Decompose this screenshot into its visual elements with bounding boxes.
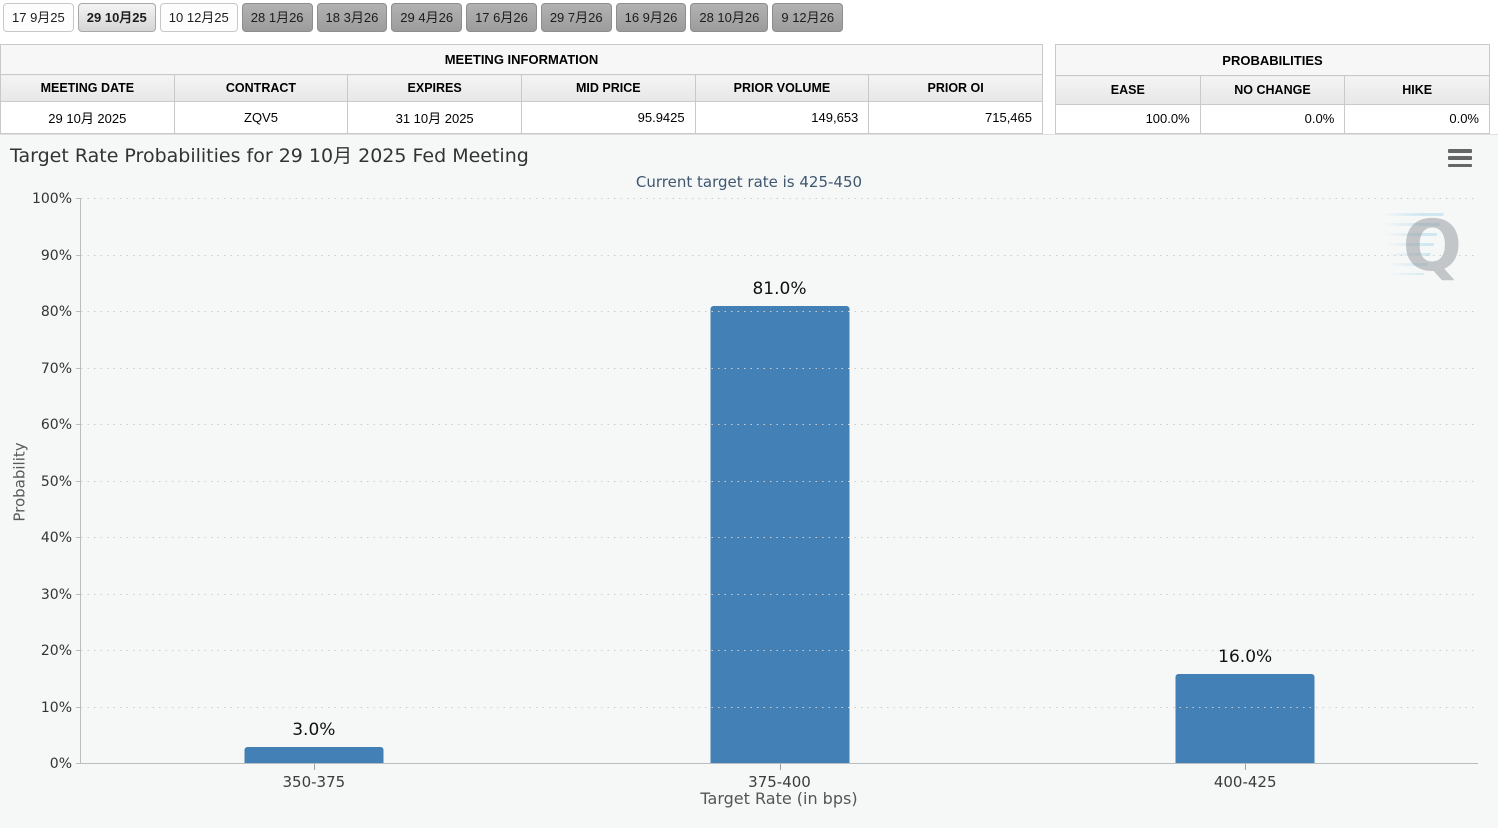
y-axis-tick xyxy=(76,367,81,369)
info-tables: MEETING INFORMATION MEETING DATE CONTRACT E… xyxy=(0,43,1498,135)
x-axis-tick xyxy=(313,764,315,770)
gridline-80% xyxy=(81,311,1478,312)
y-axis-label-30%: 30% xyxy=(40,586,72,603)
meeting-info-value-3: 95.9425 xyxy=(520,101,696,134)
gridline-60% xyxy=(81,424,1478,425)
chart-title: Target Rate Probabilities for 29 10月 202… xyxy=(10,145,529,167)
meeting-info-value-5: 715,465 xyxy=(868,101,1043,134)
x-axis-tick xyxy=(1245,764,1247,770)
gridline-30% xyxy=(81,593,1478,595)
tab-meeting-3[interactable]: 28 1月26 xyxy=(241,3,313,32)
y-axis-label-50%: 50% xyxy=(40,473,72,490)
y-axis-label-80%: 80% xyxy=(40,304,72,320)
tab-meeting-4[interactable]: 18 3月26 xyxy=(316,3,388,32)
gridline-40% xyxy=(81,537,1478,538)
tab-meeting-9[interactable]: 28 10月26 xyxy=(690,3,769,32)
data-label-375-400: 81.0% xyxy=(752,279,807,300)
target-rate-probabilities-chart: Target Rate Probabilities for 29 10月 202… xyxy=(0,134,1498,828)
bar-series: 3.0% 350-375 81.0% 375-400 16.0% 400-425 xyxy=(81,199,1478,791)
gridline-100% xyxy=(81,198,1478,199)
data-label-400-425: 16.0% xyxy=(1218,646,1273,667)
probabilities-header-2: HIKE xyxy=(1344,75,1490,105)
y-axis-tick xyxy=(76,763,81,764)
probabilities-value-0: 100.0% xyxy=(1055,103,1201,135)
hamburger-menu-icon[interactable] xyxy=(1448,148,1472,168)
data-label-350-375: 3.0% xyxy=(292,720,336,741)
meeting-info-value-2: 31 10月 2025 xyxy=(347,101,522,134)
meeting-info-value-0: 29 10月 2025 xyxy=(0,101,175,134)
probabilities-header-0: EASE xyxy=(1055,75,1201,105)
x-axis-label-375-400: 375-400 xyxy=(748,773,811,791)
meeting-info-header-4: PRIOR VOLUME xyxy=(694,74,870,102)
category-400-425: 16.0% 400-425 xyxy=(1012,199,1478,791)
y-axis-tick xyxy=(76,198,81,199)
y-axis-tick xyxy=(76,424,81,425)
tab-meeting-2[interactable]: 10 12月25 xyxy=(159,3,238,32)
bar-400-425[interactable] xyxy=(1175,673,1315,764)
meeting-info-header-3: MID PRICE xyxy=(520,74,696,102)
category-375-400: 81.0% 375-400 xyxy=(547,199,1013,791)
y-axis-tick xyxy=(76,537,81,538)
gridline-20% xyxy=(81,650,1478,651)
meeting-date-tab-bar: 17 9月25 29 10月25 10 12月25 28 1月26 18 3月26 29 … xyxy=(0,0,1498,44)
tab-meeting-7[interactable]: 29 7月26 xyxy=(540,3,612,32)
y-axis-tick xyxy=(76,706,81,708)
x-axis-label-400-425: 400-425 xyxy=(1213,773,1277,791)
y-axis-label-70%: 70% xyxy=(40,360,72,377)
gridline-70% xyxy=(81,367,1478,369)
gridline-50% xyxy=(81,480,1478,482)
tab-meeting-8[interactable]: 16 9月26 xyxy=(615,3,687,32)
meeting-info-value-1: ZQV5 xyxy=(173,101,349,134)
chart-subtitle: Current target rate is 425-450 xyxy=(635,173,863,191)
gridline-0% xyxy=(81,763,1478,764)
y-axis-label-100%: 100% xyxy=(31,191,72,207)
y-axis-tick xyxy=(76,480,81,482)
meeting-info-header-5: PRIOR OI xyxy=(868,74,1043,102)
y-axis-title: Probability xyxy=(11,441,30,522)
tab-meeting-1[interactable]: 29 10月25 xyxy=(77,3,156,32)
y-axis-tick xyxy=(76,650,81,651)
probabilities-table: PROBABILITIES EASE NO CHANGE HIKE 100.0% 0.0%… xyxy=(1055,43,1490,135)
bar-350-375[interactable] xyxy=(244,747,384,764)
meeting-information-table: MEETING INFORMATION MEETING DATE CONTRACT E… xyxy=(0,44,1043,134)
y-axis-tick xyxy=(76,311,81,312)
tab-meeting-5[interactable]: 29 4月26 xyxy=(391,3,463,32)
category-350-375: 3.0% 350-375 xyxy=(81,199,547,791)
tab-meeting-10[interactable]: 9 12月26 xyxy=(772,3,844,32)
probabilities-title: PROBABILITIES xyxy=(1055,43,1490,77)
x-axis-tick xyxy=(779,764,781,770)
y-axis-label-20%: 20% xyxy=(40,643,72,659)
y-axis-tick xyxy=(76,254,81,256)
x-axis-title: Target Rate (in bps) xyxy=(700,789,858,808)
gridline-10% xyxy=(81,706,1478,708)
gridline-90% xyxy=(81,254,1478,256)
probabilities-value-2: 0.0% xyxy=(1344,103,1490,135)
y-axis-label-10%: 10% xyxy=(40,699,72,716)
probabilities-header-1: NO CHANGE xyxy=(1199,75,1346,105)
meeting-info-header-2: EXPIRES xyxy=(347,74,522,102)
bar-375-400[interactable] xyxy=(710,306,849,764)
tab-meeting-0[interactable]: 17 9月25 xyxy=(3,3,74,32)
y-axis-label-90%: 90% xyxy=(40,247,72,264)
meeting-info-value-4: 149,653 xyxy=(694,101,870,134)
y-axis-tick xyxy=(76,593,81,595)
meeting-info-header-0: MEETING DATE xyxy=(0,74,175,102)
y-axis-label-0%: 0% xyxy=(49,756,72,772)
y-axis-label-40%: 40% xyxy=(40,530,72,546)
probabilities-value-1: 0.0% xyxy=(1199,103,1346,135)
x-axis-label-350-375: 350-375 xyxy=(282,773,346,791)
meeting-info-title: MEETING INFORMATION xyxy=(0,44,1043,75)
plot-area: 3.0% 350-375 81.0% 375-400 16.0% 400-425 0% 10… xyxy=(32,191,1478,791)
y-axis-label-60%: 60% xyxy=(40,417,72,433)
meeting-info-header-1: CONTRACT xyxy=(173,74,349,102)
tab-meeting-6[interactable]: 17 6月26 xyxy=(466,3,537,32)
